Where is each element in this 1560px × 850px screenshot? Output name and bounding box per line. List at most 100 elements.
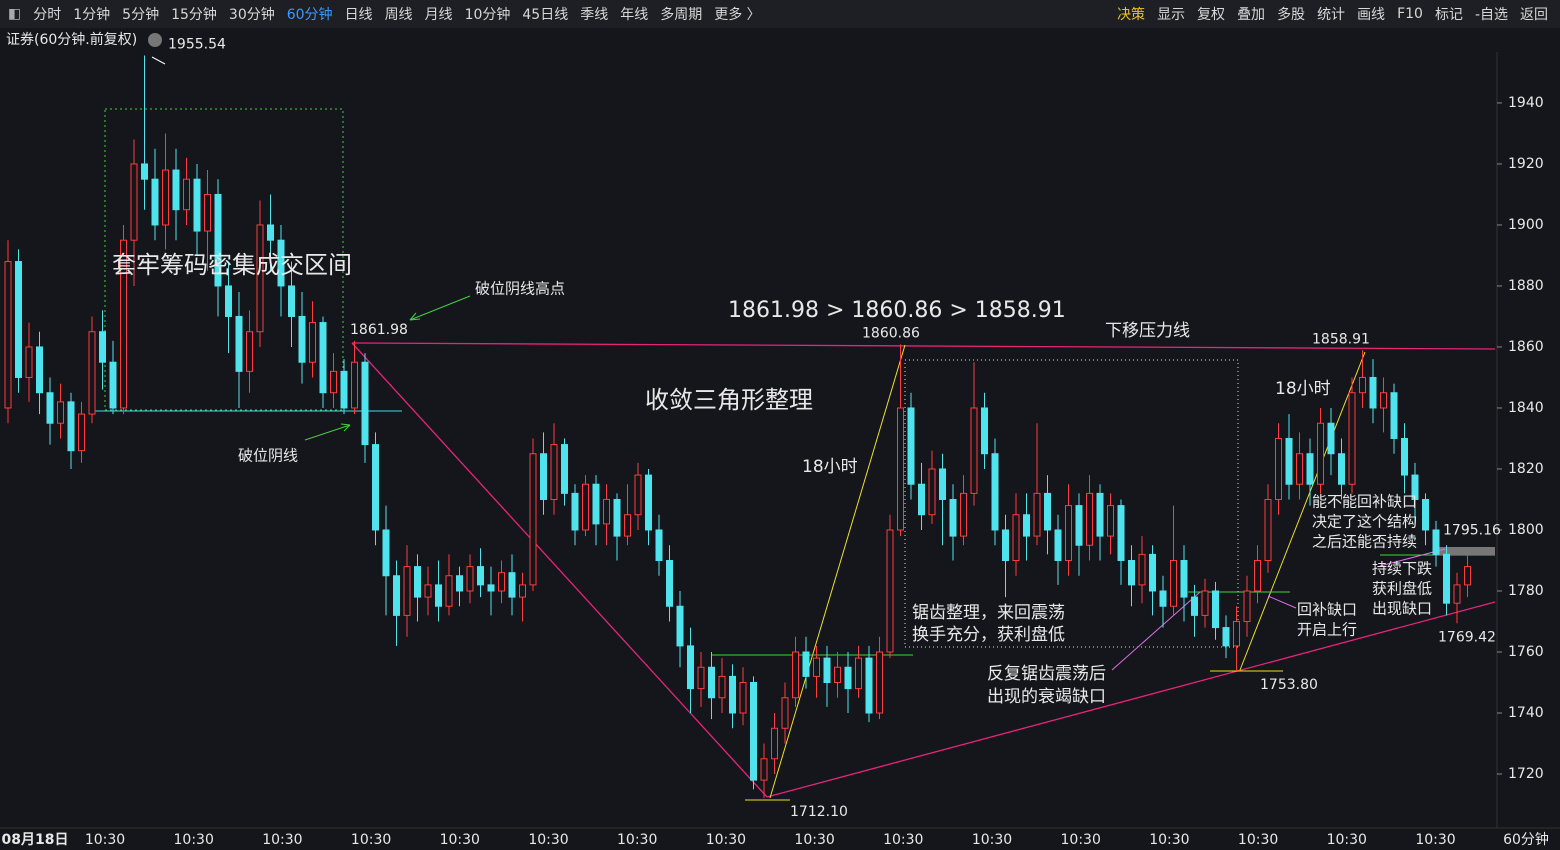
candle-body: [193, 178, 201, 232]
candle-body: [1128, 559, 1135, 586]
period-tab[interactable]: 更多 〉: [714, 7, 761, 23]
period-tab[interactable]: 周线: [384, 7, 413, 23]
period-tab[interactable]: 30分钟: [228, 7, 275, 23]
annotation: 1861.98 > 1860.86 > 1858.91: [728, 298, 1066, 323]
period-tab[interactable]: 5分钟: [122, 7, 160, 23]
tool-button[interactable]: 返回: [1520, 7, 1548, 23]
period-tab[interactable]: 1分钟: [73, 7, 111, 23]
candle-body: [340, 370, 348, 409]
candle-body: [403, 566, 411, 616]
arrow-head: [409, 312, 421, 321]
candle-body: [1327, 422, 1335, 455]
annotation: 决定了这个结构: [1312, 513, 1417, 531]
tool-button[interactable]: 画线: [1357, 7, 1386, 23]
tool-button[interactable]: 多股: [1277, 7, 1306, 23]
period-tab[interactable]: 60分钟: [286, 7, 333, 23]
candle-body: [277, 239, 285, 287]
candle-body: [382, 529, 390, 577]
candle-body: [1254, 559, 1261, 592]
x-tick-label: 10:30: [1149, 832, 1189, 848]
candle-body: [15, 261, 22, 378]
tool-button[interactable]: 显示: [1157, 7, 1186, 23]
candle-body: [939, 468, 946, 500]
tools: 决策 显示 复权 叠加 多股 统计 画线 F10 标记 -自选 返回: [1117, 4, 1560, 24]
candle-body: [466, 566, 474, 592]
tool-button[interactable]: 叠加: [1237, 7, 1266, 23]
candle-body: [267, 224, 274, 241]
candle-body: [351, 361, 358, 409]
period-tab[interactable]: 15分钟: [171, 7, 217, 23]
annotation: 之后还能否持续: [1312, 533, 1417, 551]
x-tick-label: 10:30: [883, 832, 923, 848]
candle-body: [151, 178, 159, 226]
period-tab[interactable]: 月线: [424, 7, 453, 23]
annotation: 换手充分，获利盘低: [912, 625, 1065, 645]
candle-body: [288, 285, 295, 317]
candle-body: [529, 453, 537, 586]
candle-body: [634, 474, 642, 516]
candle-body: [141, 163, 148, 180]
candle-body: [361, 361, 369, 446]
resistance-line: [351, 342, 1496, 350]
candle-body: [487, 584, 495, 592]
candle-body: [928, 468, 936, 516]
candle-body: [1201, 590, 1209, 616]
candle-body: [1453, 584, 1461, 604]
candle-body: [204, 193, 211, 232]
candle-body: [1348, 392, 1356, 485]
x-tick-label: 10:30: [528, 832, 568, 848]
candle-body: [508, 572, 516, 598]
tool-button[interactable]: F10: [1397, 6, 1423, 22]
candle-body: [519, 584, 526, 598]
tool-button[interactable]: 统计: [1317, 7, 1346, 23]
tool-button[interactable]: -自选: [1474, 7, 1508, 23]
x-tick-label: 10:30: [1061, 832, 1101, 848]
candle-body: [760, 758, 768, 781]
candle-body: [802, 651, 810, 677]
arrow: [304, 424, 351, 441]
arrow: [409, 295, 471, 321]
annotation: 开启上行: [1297, 621, 1357, 639]
annotation: 出现缺口: [1372, 600, 1432, 618]
toolbar: ◧ 分时 1分钟 5分钟 15分钟 30分钟 60分钟 日线 周线 月线 10分钟 45日线 季线 年线多…: [0, 0, 1560, 28]
candle-body: [1149, 553, 1156, 592]
candle-body: [424, 584, 432, 598]
period-tab[interactable]: 分时: [33, 7, 62, 23]
header-icon[interactable]: [148, 33, 162, 47]
candle-body: [67, 401, 75, 452]
candle-body: [1317, 422, 1324, 485]
candle-body: [844, 666, 852, 690]
menu-icon[interactable]: ◧: [8, 6, 22, 22]
candle-body: [603, 498, 610, 525]
period-tab[interactable]: 10分钟: [464, 7, 511, 23]
y-tick-label: 1860: [1508, 339, 1544, 355]
tool-button[interactable]: 标记: [1434, 7, 1463, 23]
candle-body: [1212, 590, 1219, 629]
tool-button[interactable]: 复权: [1197, 7, 1226, 23]
annotation: 18小时: [802, 457, 858, 477]
annotation: 18小时: [1275, 379, 1331, 399]
support-line: [766, 601, 1496, 798]
period-tab[interactable]: 45日线: [522, 7, 569, 23]
period-tab[interactable]: 多周期: [660, 7, 703, 23]
candle-body: [414, 566, 421, 598]
arrow: [151, 56, 166, 65]
candle-body: [813, 657, 820, 677]
x-tick-label: 10:30: [794, 832, 834, 848]
annotation: 能不能回补缺口: [1312, 493, 1417, 511]
candle-body: [981, 407, 988, 455]
period-tab[interactable]: 年线: [620, 7, 649, 23]
candle-body: [1275, 437, 1282, 500]
candle-body: [991, 453, 999, 531]
period-tab[interactable]: 季线: [580, 7, 609, 23]
candle-body: [1096, 492, 1104, 537]
x-tick-label: 10:30: [1238, 832, 1278, 848]
annotation: 获利盘低: [1372, 580, 1432, 598]
candle-body: [298, 315, 306, 363]
y-tick-label: 1760: [1508, 644, 1544, 660]
annotation: 破位阴线: [238, 447, 298, 465]
candle-body: [1359, 376, 1366, 394]
period-tab[interactable]: 日线: [344, 7, 373, 23]
tool-button[interactable]: 决策: [1117, 7, 1146, 23]
